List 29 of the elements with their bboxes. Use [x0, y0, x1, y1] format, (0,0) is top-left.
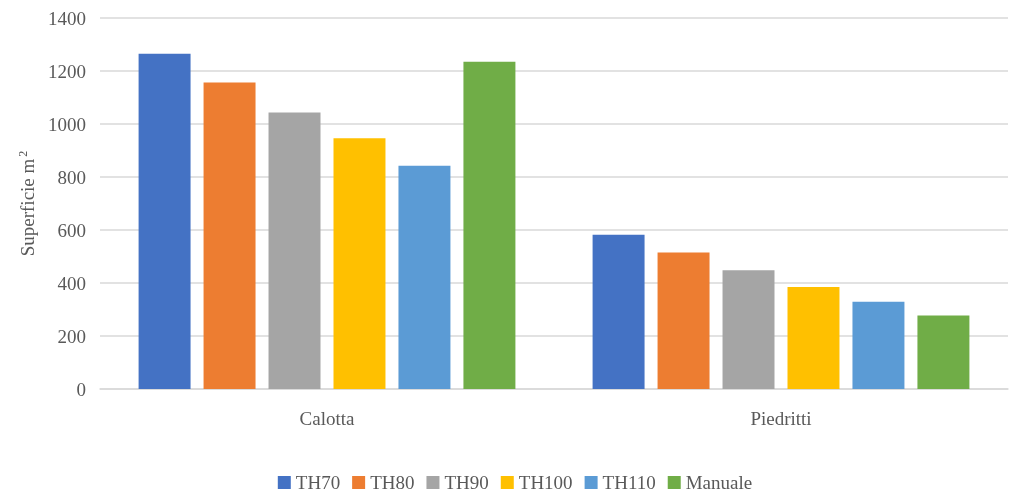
y-tick-label: 200 [57, 325, 86, 347]
y-tick-label: 1400 [48, 7, 86, 29]
bar [203, 82, 256, 389]
bar [657, 252, 710, 389]
bar [398, 165, 451, 389]
bar [787, 286, 840, 389]
legend-label: TH110 [602, 472, 656, 493]
y-tick-label: 400 [57, 272, 86, 294]
y-axis-title: Superficie m2 [15, 150, 39, 257]
legend-label: Manuale [685, 472, 753, 493]
legend-label: TH100 [518, 472, 573, 493]
bar [463, 61, 516, 389]
bar [333, 138, 386, 389]
bar [917, 315, 970, 389]
y-tick-label: 800 [57, 166, 86, 188]
legend-label: TH90 [444, 472, 489, 493]
bar [722, 270, 775, 389]
x-tick-label: Piedritti [750, 408, 812, 429]
y-tick-label: 1200 [48, 60, 86, 82]
y-tick-label: 0 [76, 378, 86, 400]
y-tick-label: 1000 [48, 113, 86, 135]
x-tick-label: Calotta [299, 408, 355, 429]
bar [138, 53, 191, 389]
bar [852, 301, 905, 389]
bar [592, 234, 645, 389]
bar [268, 112, 321, 389]
y-tick-label: 600 [57, 219, 86, 241]
legend-label: TH70 [295, 472, 341, 493]
legend-label: TH80 [370, 472, 415, 493]
